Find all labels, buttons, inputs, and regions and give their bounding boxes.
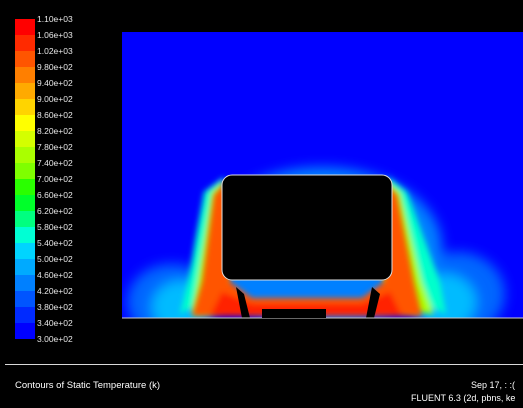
caption-separator [5, 364, 523, 365]
base-plate [122, 318, 523, 355]
legend-swatch [15, 291, 35, 307]
plot-caption: Contours of Static Temperature (k) [15, 380, 161, 391]
legend-tick-label: 7.00e+02 [37, 174, 73, 184]
legend-tick-label: 4.20e+02 [37, 286, 73, 296]
legend-tick-label: 9.40e+02 [37, 78, 73, 88]
legend-tick-label: 1.10e+03 [37, 14, 73, 24]
legend-swatch [15, 67, 35, 83]
legend-swatch [15, 323, 35, 339]
legend-swatch [15, 259, 35, 275]
color-legend: 1.10e+03 1.06e+03 1.02e+03 9.80e+02 9.40e+02… [15, 14, 105, 347]
legend-tick-label: 7.80e+02 [37, 142, 73, 152]
legend-swatch [15, 131, 35, 147]
legend-swatch [15, 147, 35, 163]
legend-tick-label: 1.02e+03 [37, 46, 73, 56]
legend-tick-label: 9.00e+02 [37, 94, 73, 104]
legend-tick-label: 5.80e+02 [37, 222, 73, 232]
legend-tick-label: 3.80e+02 [37, 302, 73, 312]
contour-plot-area [122, 32, 523, 355]
legend-tick-label: 3.00e+02 [37, 334, 73, 344]
legend-swatch [15, 35, 35, 51]
legend-tick-label: 6.20e+02 [37, 206, 73, 216]
legend-swatch [15, 195, 35, 211]
legend-tick-label: 7.40e+02 [37, 158, 73, 168]
legend-tick-label: 8.20e+02 [37, 126, 73, 136]
temperature-contour-graphic [122, 32, 523, 355]
legend-tick-label: 5.00e+02 [37, 254, 73, 264]
legend-tick-label: 5.40e+02 [37, 238, 73, 248]
left-wedge [236, 287, 250, 318]
plot-date: Sep 17, : :( [471, 380, 516, 390]
solver-version: FLUENT 6.3 (2d, pbns, ke [411, 393, 516, 403]
legend-swatch [15, 211, 35, 227]
legend-swatch [15, 275, 35, 291]
legend-tick-label: 8.60e+02 [37, 110, 73, 120]
legend-swatch [15, 99, 35, 115]
legend-tick-label: 1.06e+03 [37, 30, 73, 40]
legend-tick-label: 9.80e+02 [37, 62, 73, 72]
legend-swatch [15, 163, 35, 179]
solid-body [221, 174, 393, 281]
legend-swatch [15, 51, 35, 67]
legend-swatch [15, 83, 35, 99]
right-wedge [366, 287, 380, 318]
legend-swatch [15, 307, 35, 323]
legend-tick-label: 4.60e+02 [37, 270, 73, 280]
legend-swatch [15, 115, 35, 131]
legend-swatch [15, 19, 35, 35]
legend-swatch [15, 179, 35, 195]
legend-tick-label: 6.60e+02 [37, 190, 73, 200]
legend-tick-label: 3.40e+02 [37, 318, 73, 328]
legend-swatch [15, 227, 35, 243]
legend-swatch [15, 243, 35, 259]
